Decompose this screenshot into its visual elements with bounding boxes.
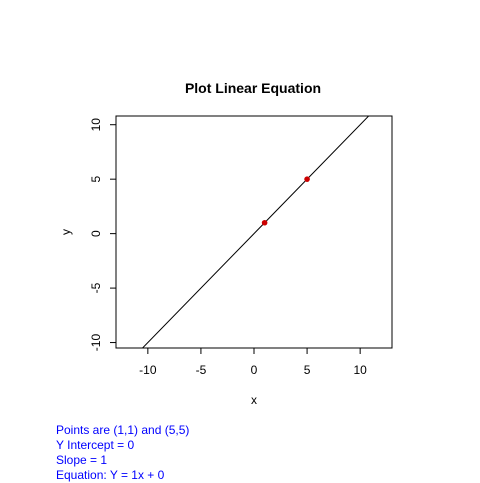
plot-frame — [115, 115, 393, 349]
points-layer — [261, 176, 310, 226]
x-axis-label: x — [251, 393, 257, 407]
x-tick-label: -5 — [196, 363, 207, 377]
x-tick-label: -10 — [139, 363, 157, 377]
x-tick-label: 5 — [304, 363, 311, 377]
y-tick-label: -5 — [89, 282, 103, 293]
y-tick-label: -10 — [89, 334, 103, 352]
y-axis-label: y — [59, 229, 73, 235]
x-tick-label: 0 — [251, 363, 258, 377]
slope-info-line: Slope = 1 — [56, 453, 108, 467]
x-axis: -10 -5 0 5 10 — [139, 347, 367, 377]
y-axis: -10 -5 0 5 10 — [89, 118, 117, 352]
regression-line — [141, 116, 370, 348]
y-tick-label: 5 — [89, 176, 103, 183]
data-point — [261, 219, 268, 226]
data-point — [304, 176, 310, 182]
equation-info: Points are (1,1) and (5,5) Y Intercept =… — [56, 423, 189, 483]
chart-title: Plot Linear Equation — [185, 80, 321, 96]
intercept-info-line: Y Intercept = 0 — [56, 438, 135, 452]
equation-info-line: Equation: Y = 1x + 0 — [56, 468, 165, 482]
y-tick-label: 10 — [89, 118, 103, 132]
series-layer — [141, 116, 370, 348]
y-tick-label: 0 — [89, 230, 103, 237]
points-info-line: Points are (1,1) and (5,5) — [56, 423, 190, 437]
x-tick-label: 10 — [353, 363, 367, 377]
